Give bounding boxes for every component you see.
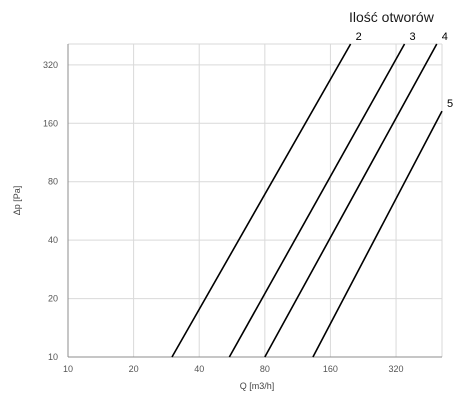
grid [68, 43, 443, 357]
x-tick-label: 10 [63, 364, 73, 374]
x-tick-label: 160 [323, 364, 338, 374]
series-line-4 [264, 43, 438, 358]
tick-labels: 10 20 40 80 160 320 10 20 40 80 160 320 [43, 60, 404, 374]
x-tick-label: 40 [194, 364, 204, 374]
chart-title: Ilość otworów [349, 9, 434, 25]
y-tick-label: 80 [48, 177, 58, 187]
series-lines [171, 43, 443, 358]
y-axis-title: Δp [Pa] [12, 186, 22, 216]
y-tick-label: 40 [48, 235, 58, 245]
series-label-3: 3 [410, 31, 416, 43]
series-line-3 [228, 43, 406, 358]
series-label-5: 5 [447, 98, 453, 110]
axes [67, 44, 442, 358]
y-tick-label: 160 [43, 118, 58, 128]
series-label-4: 4 [442, 31, 448, 43]
y-tick-label: 10 [48, 352, 58, 362]
x-tick-label: 20 [129, 364, 139, 374]
series-label-2: 2 [356, 31, 362, 43]
series-line-2 [171, 43, 352, 358]
y-tick-label: 320 [43, 60, 58, 70]
y-tick-label: 20 [48, 294, 58, 304]
series-labels: 2 3 4 5 [356, 31, 454, 110]
x-tick-label: 320 [389, 364, 404, 374]
x-axis-title: Q [m3/h] [240, 381, 275, 391]
x-tick-label: 80 [260, 364, 270, 374]
series-line-5 [312, 110, 443, 358]
